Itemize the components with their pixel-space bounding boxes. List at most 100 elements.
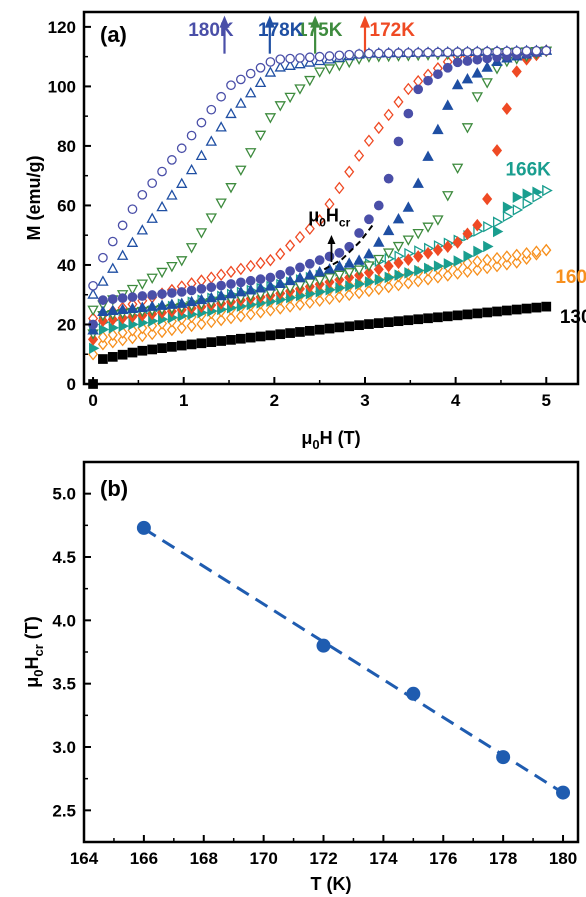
panel-b-y-axis-label: μ0Hcr (T): [22, 616, 46, 688]
x-tick-label: 178: [489, 849, 517, 868]
data-point: [285, 266, 295, 276]
data-point: [265, 330, 276, 341]
data-point: [344, 321, 355, 332]
data-point: [413, 250, 424, 263]
data-point: [472, 263, 483, 277]
data-point: [126, 302, 139, 313]
data-point: [157, 289, 167, 299]
data-point: [265, 57, 276, 67]
data-point: [406, 686, 421, 701]
data-point: [304, 325, 315, 336]
data-point: [157, 166, 167, 177]
data-point: [403, 253, 414, 266]
data-point: [344, 165, 355, 179]
data-point: [195, 293, 208, 305]
data-point: [452, 57, 463, 68]
panel-a-chart: 130K160K166K172K175K178K180K 01234502040…: [24, 10, 586, 452]
data-point: [343, 257, 355, 268]
data-point: [195, 228, 208, 239]
data-point: [147, 327, 158, 341]
data-point: [136, 520, 151, 535]
data-point: [147, 178, 158, 189]
data-point: [284, 59, 296, 70]
data-point: [512, 191, 524, 204]
data-point: [235, 262, 246, 276]
data-point: [98, 295, 108, 305]
data-point: [166, 298, 178, 309]
data-point: [521, 303, 532, 314]
data-point: [345, 280, 356, 292]
data-point: [482, 46, 493, 57]
y-tick-label: 4.0: [52, 611, 76, 630]
data-point: [413, 84, 424, 95]
data-point: [373, 121, 384, 135]
data-point: [275, 269, 286, 280]
data-point: [225, 287, 237, 299]
data-point: [353, 265, 365, 276]
data-point: [556, 785, 571, 800]
data-point: [354, 228, 364, 238]
data-point: [215, 198, 227, 209]
data-point: [432, 123, 444, 135]
data-point: [363, 266, 374, 279]
data-point: [502, 46, 512, 57]
data-point: [373, 282, 384, 296]
data-point: [126, 236, 139, 247]
data-point: [364, 214, 374, 225]
data-point: [462, 227, 473, 241]
data-point: [542, 184, 553, 197]
data-point: [264, 66, 277, 77]
data-point: [295, 53, 305, 63]
data-point: [462, 309, 473, 320]
critical-field-arrow-head: [327, 234, 336, 244]
data-point: [127, 331, 138, 345]
panel-b-frame: [82, 460, 580, 844]
data-point: [185, 243, 198, 254]
data-point: [433, 47, 443, 58]
data-point: [363, 134, 374, 148]
data-point: [511, 65, 522, 78]
data-point: [98, 323, 110, 336]
data-point: [451, 78, 464, 90]
series-180K: [88, 45, 552, 330]
data-point: [354, 286, 365, 300]
data-point: [285, 53, 295, 64]
data-point: [442, 269, 453, 282]
data-point: [137, 189, 148, 200]
data-point: [226, 335, 236, 345]
data-point: [353, 254, 365, 265]
data-point: [313, 67, 326, 78]
data-point: [235, 309, 246, 323]
data-point: [118, 320, 130, 332]
data-point: [382, 224, 395, 236]
data-point: [205, 213, 218, 224]
data-point: [452, 47, 463, 57]
data-point: [363, 247, 375, 259]
arrow-head-172K: [359, 15, 370, 28]
y-tick-label: 100: [48, 77, 76, 96]
data-point: [244, 148, 257, 159]
panel-b-label: (b): [100, 476, 128, 501]
data-point: [462, 56, 473, 66]
data-point: [323, 64, 336, 75]
data-point: [304, 75, 316, 87]
data-point: [215, 289, 227, 301]
x-tick-label: 170: [249, 849, 277, 868]
data-point: [374, 273, 386, 286]
data-point: [126, 284, 139, 296]
data-point: [393, 278, 404, 292]
data-point: [491, 64, 503, 75]
data-point: [502, 305, 512, 316]
y-tick-label: 60: [57, 196, 76, 215]
data-point: [472, 54, 483, 65]
data-point: [294, 84, 306, 95]
data-point: [89, 342, 100, 355]
data-point: [186, 319, 197, 333]
data-point: [364, 319, 374, 329]
data-point: [323, 273, 336, 284]
data-point: [324, 323, 335, 334]
data-point: [116, 303, 129, 314]
data-point: [157, 343, 167, 354]
data-point: [117, 220, 128, 231]
data-point: [167, 288, 177, 298]
